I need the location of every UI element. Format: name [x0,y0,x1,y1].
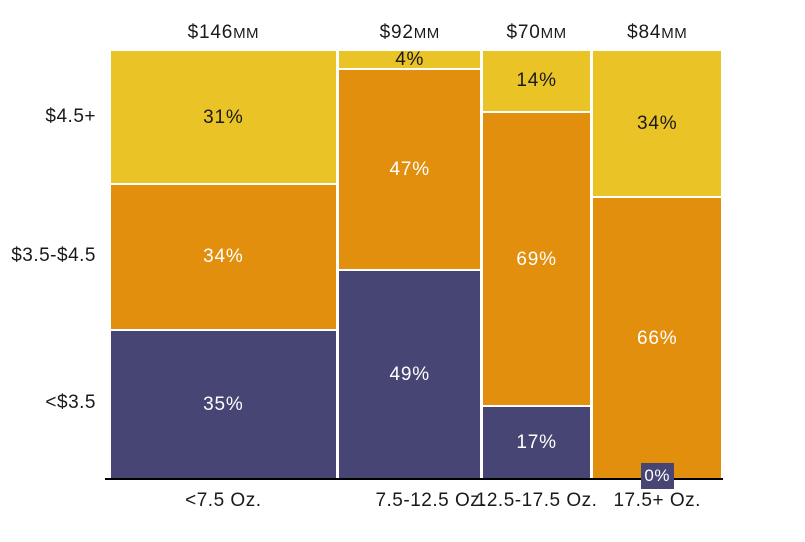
mekko-column: 31% 34% 35% [110,51,337,478]
mm-suffix: MM [661,25,688,42]
mm-suffix: MM [233,25,260,42]
mekko-segment: 4% [339,49,481,71]
mekko-segment: 69% [483,110,590,406]
segment-percent-label: 66% [636,327,678,349]
mekko-segment: 47% [339,68,481,269]
y-axis-label: $4.5+ [45,106,96,128]
mm-suffix: MM [540,25,567,42]
segment-percent-label: 35% [203,393,244,415]
y-axis-label: <$3.5 [45,392,96,414]
segment-percent-label: 31% [203,106,244,128]
mekko-segment: 34% [110,183,337,329]
mekko-segment: 49% [339,268,481,478]
x-axis-category-label: 12.5-17.5 Oz. [475,490,598,511]
segment-percent-label: 34% [636,113,678,135]
x-axis-category-label: <7.5 Oz. [185,490,262,511]
segment-percent-label: 49% [389,363,430,385]
mekko-column: 34% 66% 0% [592,51,722,489]
column-total-label: $92MM [379,22,440,43]
mm-suffix: MM [413,25,440,42]
segment-percent-label: 47% [389,158,430,180]
zero-percent-badge: 0% [640,463,674,489]
segment-percent-label: 34% [203,246,244,268]
segment-percent-label: 69% [516,248,557,270]
mekko-column: 14% 69% 17% [483,51,590,478]
column-total-label: $70MM [506,22,567,43]
segment-percent-label: 17% [516,432,557,454]
mekko-segment: 34% [592,51,722,197]
column-total-label: $84MM [627,22,688,43]
y-axis-label: $3.5-$4.5 [11,244,96,266]
mekko-segment: 17% [483,405,590,478]
column-total-label: $146MM [187,22,260,43]
mekko-column: 4% 47% 49% [339,49,481,478]
x-axis-line [105,478,723,480]
mekko-segment: 35% [110,328,337,478]
segment-percent-label: 4% [395,49,425,71]
mekko-segment: 14% [483,51,590,111]
x-axis-category-label: 7.5-12.5 Oz. [375,490,487,511]
segment-percent-label: 14% [516,70,557,92]
mekko-segment: 31% [110,51,337,184]
x-axis-category-label: 17.5+ Oz. [613,490,701,511]
mekko-segment: 66% [592,196,722,478]
